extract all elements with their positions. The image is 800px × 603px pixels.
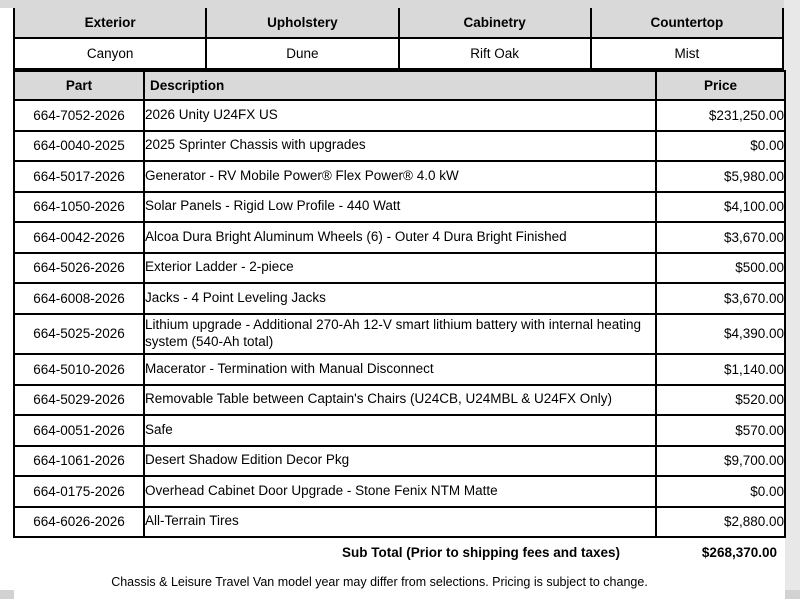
selections-table: Exterior Upholstery Cabinetry Countertop… <box>13 8 784 70</box>
part-number-cell: 664-0042-2026 <box>14 222 144 253</box>
price-cell: $3,670.00 <box>656 222 785 253</box>
part-number-cell: 664-5025-2026 <box>14 314 144 355</box>
selection-value-cabinetry: Rift Oak <box>399 38 591 69</box>
description-cell: Overhead Cabinet Door Upgrade - Stone Fe… <box>144 476 656 507</box>
subtotal-row: Sub Total (Prior to shipping fees and ta… <box>14 537 785 567</box>
description-column-header: Description <box>144 71 656 100</box>
price-column-header: Price <box>656 71 785 100</box>
price-cell: $231,250.00 <box>656 100 785 131</box>
selection-header-countertop: Countertop <box>591 8 783 38</box>
selection-value-upholstery: Dune <box>206 38 398 69</box>
price-cell: $3,670.00 <box>656 283 785 314</box>
part-number-cell: 664-7052-2026 <box>14 100 144 131</box>
description-cell: Jacks - 4 Point Leveling Jacks <box>144 283 656 314</box>
part-number-cell: 664-1061-2026 <box>14 446 144 477</box>
selection-value-countertop: Mist <box>591 38 783 69</box>
part-number-cell: 664-5017-2026 <box>14 161 144 192</box>
part-number-cell: 664-6008-2026 <box>14 283 144 314</box>
part-column-header: Part <box>14 71 144 100</box>
part-number-cell: 664-0040-2025 <box>14 131 144 162</box>
price-cell: $0.00 <box>656 131 785 162</box>
description-cell: Solar Panels - Rigid Low Profile - 440 W… <box>144 192 656 223</box>
selection-header-cabinetry: Cabinetry <box>399 8 591 38</box>
description-cell: 2025 Sprinter Chassis with upgrades <box>144 131 656 162</box>
selection-value-row: Canyon Dune Rift Oak Mist <box>14 38 783 69</box>
description-cell: Desert Shadow Edition Decor Pkg <box>144 446 656 477</box>
description-cell: Alcoa Dura Bright Aluminum Wheels (6) - … <box>144 222 656 253</box>
selection-category-row: Exterior Upholstery Cabinetry Countertop <box>14 8 783 38</box>
price-cell: $570.00 <box>656 415 785 446</box>
price-cell: $1,140.00 <box>656 354 785 385</box>
selection-value-exterior: Canyon <box>14 38 206 69</box>
description-cell: Lithium upgrade - Additional 270-Ah 12-V… <box>144 314 656 355</box>
subtotal-value: $268,370.00 <box>656 537 785 567</box>
price-cell: $5,980.00 <box>656 161 785 192</box>
price-cell: $9,700.00 <box>656 446 785 477</box>
top-edge-strip <box>0 0 784 8</box>
footnote-text: Chassis & Leisure Travel Van model year … <box>14 567 785 603</box>
description-cell: Exterior Ladder - 2-piece <box>144 253 656 284</box>
part-number-cell: 664-1050-2026 <box>14 192 144 223</box>
part-number-cell: 664-0051-2026 <box>14 415 144 446</box>
selection-header-exterior: Exterior <box>14 8 206 38</box>
part-number-cell: 664-0175-2026 <box>14 476 144 507</box>
part-number-cell: 664-5029-2026 <box>14 385 144 416</box>
selection-header-upholstery: Upholstery <box>206 8 398 38</box>
price-cell: $4,100.00 <box>656 192 785 223</box>
description-cell: Removable Table between Captain's Chairs… <box>144 385 656 416</box>
part-number-cell: 664-5026-2026 <box>14 253 144 284</box>
price-cell: $4,390.00 <box>656 314 785 355</box>
description-cell: All-Terrain Tires <box>144 507 656 538</box>
part-number-cell: 664-5010-2026 <box>14 354 144 385</box>
description-cell: 2026 Unity U24FX US <box>144 100 656 131</box>
price-cell: $500.00 <box>656 253 785 284</box>
price-cell: $0.00 <box>656 476 785 507</box>
part-number-cell: 664-6026-2026 <box>14 507 144 538</box>
price-cell: $520.00 <box>656 385 785 416</box>
price-cell: $2,880.00 <box>656 507 785 538</box>
description-cell: Safe <box>144 415 656 446</box>
parts-header-row: Part Description Price <box>14 71 785 100</box>
description-cell: Generator - RV Mobile Power® Flex Power®… <box>144 161 656 192</box>
subtotal-label: Sub Total (Prior to shipping fees and ta… <box>14 537 656 567</box>
right-margin-strip <box>784 0 800 590</box>
footnote-row: Chassis & Leisure Travel Van model year … <box>14 567 785 603</box>
description-cell: Macerator - Termination with Manual Disc… <box>144 354 656 385</box>
